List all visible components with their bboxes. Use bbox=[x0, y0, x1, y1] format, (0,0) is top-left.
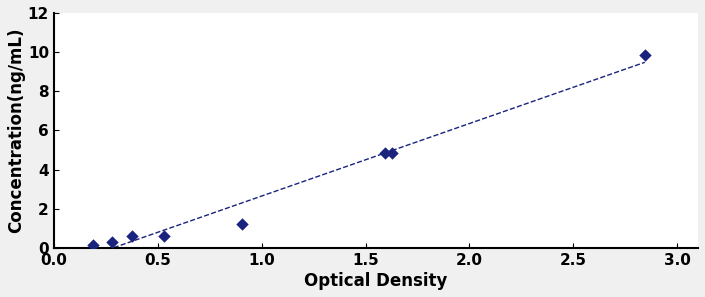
Y-axis label: Concentration(ng/mL): Concentration(ng/mL) bbox=[7, 28, 25, 233]
Point bbox=[639, 53, 651, 58]
Point bbox=[126, 233, 137, 238]
Point bbox=[106, 239, 118, 244]
Point bbox=[87, 243, 99, 247]
Point bbox=[386, 151, 397, 156]
X-axis label: Optical Density: Optical Density bbox=[305, 272, 448, 290]
Point bbox=[159, 233, 170, 238]
Point bbox=[236, 221, 247, 226]
Point bbox=[379, 151, 391, 156]
